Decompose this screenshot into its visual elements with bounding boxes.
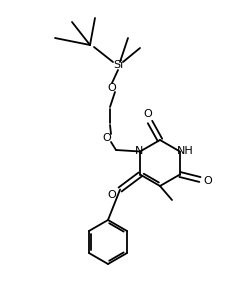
Text: NH: NH (176, 147, 193, 157)
Text: O: O (204, 177, 212, 186)
Text: Si: Si (113, 60, 123, 70)
Text: O: O (103, 133, 111, 143)
Text: O: O (108, 190, 117, 199)
Text: O: O (108, 83, 116, 93)
Text: N: N (135, 147, 143, 157)
Text: O: O (144, 109, 152, 119)
